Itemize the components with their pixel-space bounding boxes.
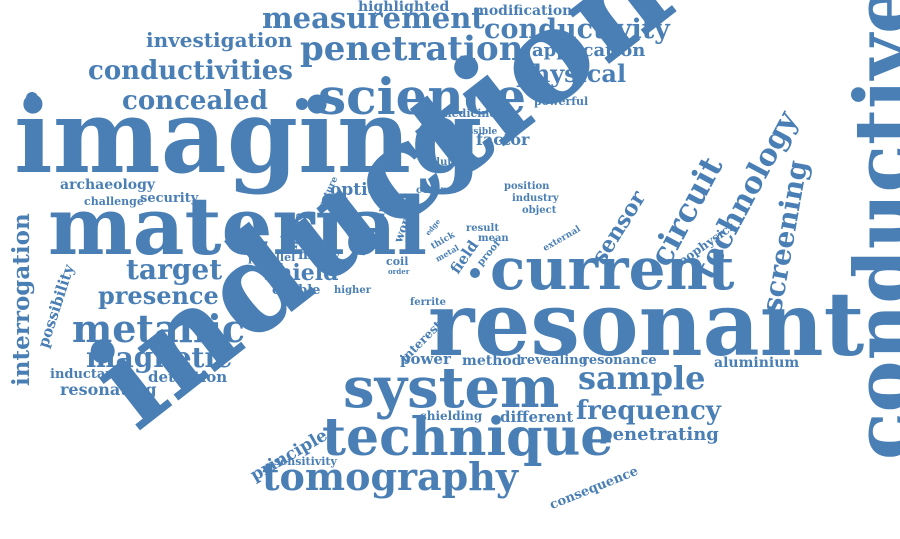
word-challenge: challenge (84, 195, 144, 208)
word-enable: enable (272, 283, 321, 298)
word-archaeology: archaeology (60, 177, 156, 193)
word-investigation: investigation (146, 28, 293, 52)
word-many: many (298, 247, 341, 263)
word-inductance: inductance (50, 367, 131, 382)
word-different: different (500, 408, 574, 426)
word-conductivities: conductivities (88, 56, 293, 86)
word-resonant: resonant (428, 272, 865, 376)
word-tomography: tomography (262, 454, 518, 499)
word-concealed: concealed (122, 86, 268, 116)
word-mean: mean (478, 233, 509, 244)
word-powerful: powerful (534, 95, 589, 108)
word-conductivity: conductivity (484, 14, 670, 45)
word-measurement: measurement (262, 1, 485, 35)
word-factor: factor (476, 130, 530, 149)
word-position: position (504, 181, 550, 192)
word-science: science (318, 67, 527, 126)
word-imaging: imaging (14, 77, 483, 197)
word-magnetic: magnetic (86, 341, 233, 374)
word-central: central (416, 185, 456, 196)
word-frequency: frequency (576, 396, 721, 426)
word-object: object (522, 205, 557, 216)
word-application: application (532, 40, 646, 61)
word-revealing: revealing (520, 353, 588, 368)
word-result: result (466, 223, 499, 234)
word-power: power (400, 350, 451, 368)
word-aluminium: aluminium (714, 355, 800, 371)
word-detection: detection (148, 368, 228, 386)
bullet-dot (26, 92, 38, 104)
word-material: material (48, 179, 428, 273)
word-technique: technique (322, 407, 614, 468)
word-medicine: medicine (440, 107, 497, 120)
word-order: order (388, 267, 410, 276)
word-conductive: conductive (838, 0, 900, 460)
word-modification: modification (474, 3, 573, 19)
word-target: target (126, 253, 223, 286)
word-optic: optic (330, 180, 378, 200)
bullet-dot (470, 268, 480, 278)
word-penetrating: penetrating (600, 424, 719, 445)
word-physical: physical (516, 59, 627, 88)
word-higher: higher (334, 285, 371, 296)
word-sample: sample (578, 359, 706, 397)
word-metallic: metallic (72, 306, 246, 351)
word-parallel: parallel (248, 251, 296, 264)
word-coil: coil (386, 255, 409, 268)
word-solution: solution (424, 157, 470, 168)
word-ferrite: ferrite (410, 297, 446, 308)
word-system: system (343, 355, 560, 421)
word-consequence: consequence (547, 463, 641, 513)
word-value: value (392, 201, 425, 214)
word-security: security (140, 191, 199, 206)
word-possible: possible (456, 127, 498, 137)
word-resonating: resonating (60, 380, 157, 399)
word-shielding: shielding (420, 409, 483, 423)
word-industry: industry (512, 193, 559, 204)
word-interrogation: interrogation (8, 213, 35, 386)
word-presence: presence (98, 281, 219, 310)
word-current: current (490, 235, 735, 303)
word-penetration: penetration (300, 29, 524, 69)
bullet-dot (296, 98, 308, 110)
word-sensitivity: sensitivity (274, 455, 337, 468)
word-resonance: resonance (582, 353, 657, 368)
word-method: method (462, 353, 522, 369)
word-shield: shield (264, 260, 339, 286)
word-highlighted: highlighted (358, 0, 450, 15)
